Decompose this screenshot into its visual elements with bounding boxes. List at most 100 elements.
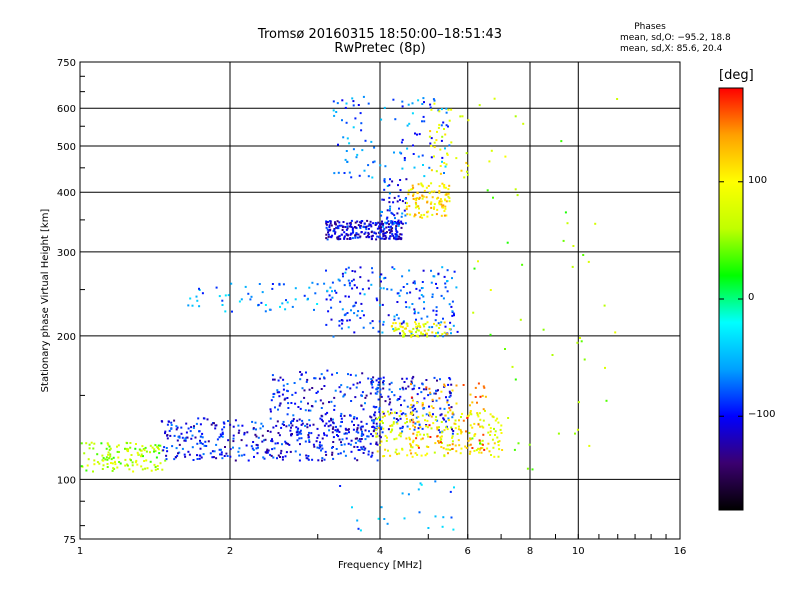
data-point <box>240 298 243 301</box>
data-point <box>446 401 449 404</box>
data-point <box>445 200 448 203</box>
data-point <box>352 100 355 103</box>
data-point <box>479 447 482 450</box>
data-point <box>353 424 355 426</box>
data-point <box>362 408 365 411</box>
data-point <box>244 285 247 288</box>
data-point <box>418 133 421 136</box>
data-point <box>435 313 438 316</box>
data-point <box>333 408 336 411</box>
data-point <box>433 322 435 325</box>
data-point <box>417 329 420 332</box>
data-point <box>405 306 408 308</box>
data-point <box>311 281 314 284</box>
data-point <box>440 321 443 324</box>
data-point <box>382 387 385 390</box>
data-point <box>395 222 398 225</box>
data-point <box>199 439 201 442</box>
data-point <box>440 203 443 206</box>
data-point <box>381 303 384 306</box>
data-point <box>428 135 431 138</box>
data-point <box>427 435 430 438</box>
data-point <box>377 426 380 429</box>
data-point <box>343 231 346 234</box>
data-point <box>333 229 336 232</box>
data-point <box>440 413 443 416</box>
data-point <box>107 451 110 454</box>
data-point <box>327 231 329 234</box>
data-point <box>442 297 445 300</box>
data-point <box>116 450 119 453</box>
data-point <box>347 373 349 376</box>
data-point <box>296 419 299 422</box>
data-point <box>378 236 381 238</box>
data-point <box>401 425 404 428</box>
data-point <box>443 321 446 324</box>
data-point <box>407 103 410 106</box>
data-point <box>337 143 339 146</box>
data-point <box>450 141 453 144</box>
data-point <box>389 454 392 457</box>
data-point <box>445 107 448 110</box>
data-point <box>343 450 345 453</box>
data-point <box>456 330 459 333</box>
data-point <box>394 233 397 236</box>
data-point <box>375 422 378 425</box>
data-point <box>412 281 415 284</box>
data-point <box>478 104 481 107</box>
data-point <box>424 322 427 325</box>
data-point <box>355 417 358 420</box>
data-point <box>440 124 443 127</box>
data-point <box>294 402 297 405</box>
data-point <box>476 413 479 416</box>
data-point <box>338 221 341 224</box>
data-point <box>170 427 173 430</box>
data-point <box>440 446 443 448</box>
data-point <box>445 163 448 166</box>
data-point <box>459 428 462 431</box>
data-point <box>354 226 357 229</box>
data-point <box>230 282 233 285</box>
data-point <box>397 317 400 320</box>
data-point <box>483 386 486 389</box>
data-point <box>433 203 436 206</box>
data-point <box>201 432 204 435</box>
data-point <box>401 492 404 495</box>
data-point <box>354 396 357 399</box>
data-point <box>356 446 359 448</box>
data-point <box>417 420 420 423</box>
data-point <box>407 193 410 196</box>
data-point <box>285 442 288 445</box>
data-point <box>321 459 323 462</box>
data-point <box>324 413 327 416</box>
data-point <box>175 425 178 428</box>
data-point <box>296 429 299 432</box>
data-point <box>374 411 377 414</box>
data-point <box>397 419 400 422</box>
data-point <box>360 231 363 233</box>
data-point <box>351 506 353 509</box>
data-point <box>420 214 423 217</box>
data-point <box>385 226 388 229</box>
data-point <box>174 456 177 459</box>
data-point <box>379 164 382 167</box>
data-point <box>382 427 385 430</box>
data-point <box>265 450 268 453</box>
data-point <box>378 225 381 228</box>
data-point <box>109 455 112 458</box>
data-point <box>375 297 378 300</box>
data-point <box>433 206 436 209</box>
data-point <box>423 101 425 104</box>
data-point <box>346 237 349 240</box>
data-point <box>403 327 406 330</box>
data-point <box>297 427 300 430</box>
data-point <box>166 437 169 440</box>
data-point <box>572 245 575 247</box>
data-point <box>420 294 423 296</box>
data-point <box>436 426 439 429</box>
data-point <box>331 373 334 376</box>
data-point <box>375 238 378 241</box>
data-point <box>227 294 230 297</box>
data-point <box>397 219 400 222</box>
data-point <box>359 529 362 532</box>
